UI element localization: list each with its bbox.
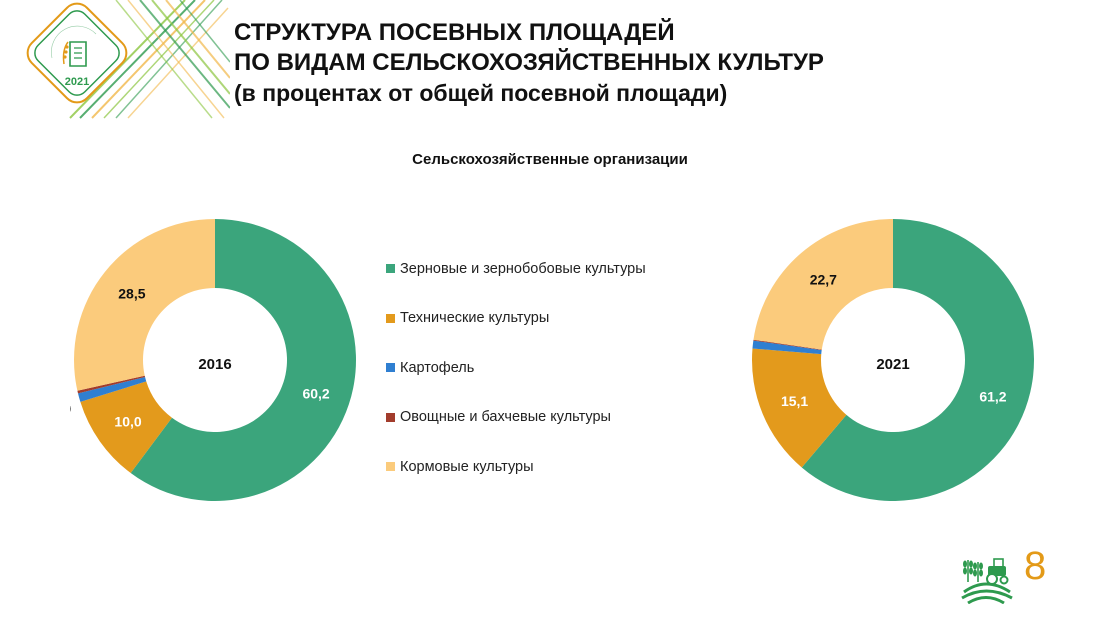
labels-2016: 60,210,01,00,328,5 bbox=[70, 285, 330, 429]
legend-item-potato: Картофель bbox=[386, 357, 646, 378]
logo-year: 2021 bbox=[65, 76, 89, 88]
slice-fodder-2021 bbox=[753, 219, 893, 350]
chart-legend: Зерновые и зернобобовые культуры Техниче… bbox=[386, 258, 646, 506]
page-title: СТРУКТУРА ПОСЕВНЫХ ПЛОЩАДЕЙ ПО ВИДАМ СЕЛ… bbox=[234, 18, 824, 109]
data-label-technical-2021: 15,1 bbox=[781, 393, 808, 409]
slice-technical-2016 bbox=[80, 381, 172, 474]
data-label-grain-2016: 60,2 bbox=[302, 386, 329, 402]
center-label-2021: 2021 bbox=[876, 356, 909, 373]
legend-label-grain: Зерновые и зернобобовые культуры bbox=[400, 260, 646, 277]
header-decoration: 2021 bbox=[26, 0, 230, 119]
chart-title: Сельскохозяйственные организации bbox=[412, 151, 688, 168]
data-label-fodder-2021: 22,7 bbox=[810, 271, 837, 287]
donut-chart-2016: 60,210,01,00,328,5 2016 bbox=[70, 219, 356, 501]
slice-potato-2021 bbox=[752, 340, 822, 355]
title-line-3: (в процентах от общей посевной площади) bbox=[234, 80, 728, 106]
legend-swatch-technical bbox=[386, 313, 395, 323]
legend-swatch-fodder bbox=[386, 462, 395, 471]
slice-technical-2021 bbox=[752, 348, 847, 468]
legend-label-vegetables: Овощные и бахчевые культуры bbox=[400, 409, 611, 425]
data-label-technical-2016: 10,0 bbox=[114, 414, 141, 430]
legend-item-fodder: Кормовые культуры bbox=[386, 456, 646, 477]
slice-vegetables-2021 bbox=[753, 339, 822, 351]
legend-item-vegetables: Овощные и бахчевые культуры bbox=[386, 407, 646, 428]
legend-item-technical: Технические культуры bbox=[386, 308, 646, 329]
agriculture-ministry-icon bbox=[961, 558, 1013, 604]
legend-label-technical: Технические культуры bbox=[400, 310, 550, 326]
donut-chart-2021: 61,215,10,90,122,7 2021 bbox=[752, 219, 1034, 501]
legend-label-potato: Картофель bbox=[400, 359, 475, 376]
slice-fodder-2016 bbox=[74, 219, 216, 391]
slice-grain-2016 bbox=[130, 219, 356, 501]
title-line-2: ПО ВИДАМ СЕЛЬСКОХОЗЯЙСТВЕННЫХ КУЛЬТУР bbox=[234, 49, 824, 76]
slice-grain-2021 bbox=[801, 219, 1034, 501]
center-label-2016: 2016 bbox=[198, 356, 231, 373]
data-label-potato-2016: 1,0 bbox=[70, 401, 71, 417]
census-logo: 2021 bbox=[26, 2, 128, 104]
page-number: 8 bbox=[1024, 544, 1047, 588]
slices-2016 bbox=[74, 219, 356, 501]
slices-2021 bbox=[752, 219, 1034, 501]
legend-item-grain: Зерновые и зернобобовые культуры bbox=[386, 258, 646, 279]
legend-swatch-grain bbox=[386, 264, 395, 273]
legend-label-fodder: Кормовые культуры bbox=[400, 458, 534, 475]
data-label-fodder-2016: 28,5 bbox=[118, 285, 145, 301]
legend-swatch-potato bbox=[386, 363, 395, 372]
slice-potato-2016 bbox=[77, 377, 147, 402]
slice-vegetables-2016 bbox=[77, 375, 146, 394]
header-stripes bbox=[69, 0, 230, 119]
title-line-1: СТРУКТУРА ПОСЕВНЫХ ПЛОЩАДЕЙ bbox=[234, 19, 675, 46]
legend-swatch-vegetables bbox=[386, 412, 395, 422]
data-label-grain-2021: 61,2 bbox=[979, 389, 1006, 405]
labels-2021: 61,215,10,90,122,7 bbox=[781, 271, 1007, 409]
